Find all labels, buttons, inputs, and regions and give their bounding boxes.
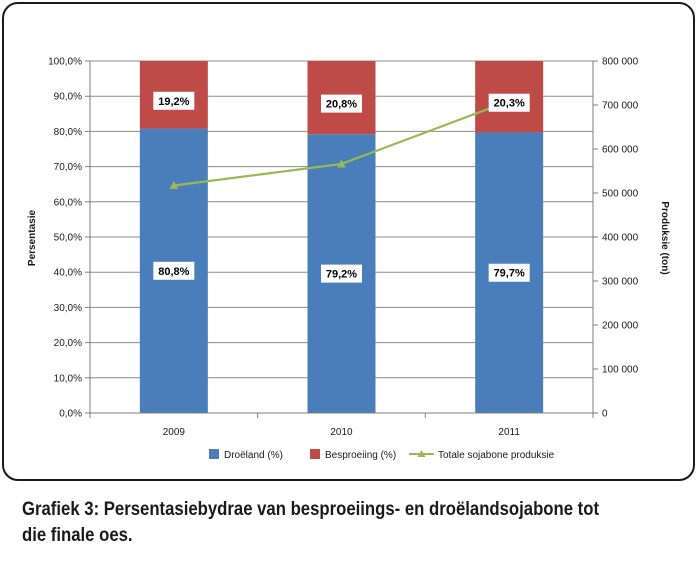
data-label-droeland-text: 79,2% bbox=[326, 269, 357, 281]
y-tick-label: 10,0% bbox=[54, 373, 82, 384]
data-label-besproeiing-box bbox=[321, 94, 362, 113]
axes bbox=[85, 60, 598, 418]
data-label-besproeiing-box bbox=[153, 91, 195, 110]
y2-tick-label: 500 000 bbox=[602, 189, 639, 200]
y2-tick-label: 200 000 bbox=[602, 321, 639, 332]
legend: Droëland (%) Besproeiing (%) Totale soja… bbox=[209, 449, 555, 461]
production-marker bbox=[337, 159, 346, 168]
x-tick-label: 2009 bbox=[163, 427, 186, 438]
data-label-besproeiing: 19,2% bbox=[153, 91, 195, 110]
data-label-droeland-box bbox=[321, 264, 362, 283]
y-tick-label: 40,0% bbox=[54, 268, 82, 279]
y2-tick-label: 100 000 bbox=[602, 365, 639, 376]
y2-tick-label: 800 000 bbox=[602, 57, 639, 68]
legend-label-besproeiing: Besproeiing (%) bbox=[325, 450, 396, 461]
bar-labels: 80,8% 19,2% 79,2% 20,8% 79,7% 20,3% bbox=[153, 91, 530, 283]
tick-labels: 0,0% 10,0% 20,0% 30,0% 40,0% 50,0% 60,0% 70,0% 8… bbox=[48, 57, 639, 439]
y-tick-label: 80,0% bbox=[54, 127, 82, 138]
y-tick-label: 30,0% bbox=[54, 303, 82, 314]
y2-axis-title: Produksie (ton) bbox=[659, 201, 670, 274]
y2-tick-label: 0 bbox=[602, 409, 608, 420]
x-tick-label: 2011 bbox=[498, 427, 520, 438]
y2-tick-label: 400 000 bbox=[602, 233, 639, 244]
y2-tick-label: 300 000 bbox=[602, 277, 639, 288]
y-tick-label: 50,0% bbox=[54, 233, 82, 244]
legend-label-droeland: Droëland (%) bbox=[224, 450, 283, 461]
y-tick-label: 0,0% bbox=[59, 409, 82, 420]
legend-swatch-production-marker bbox=[417, 450, 426, 457]
bars bbox=[139, 61, 544, 414]
chart: 80,8% 19,2% 79,2% 20,8% 79,7% 20,3% 0,0% 10,0%… bbox=[27, 57, 670, 462]
y-tick-label: 90,0% bbox=[54, 92, 82, 103]
y-tick-label: 20,0% bbox=[54, 338, 82, 349]
data-label-droeland: 80,8% bbox=[153, 261, 195, 280]
data-label-droeland-box bbox=[153, 261, 195, 280]
figure-caption: Grafiek 3: Persentasiebydrae van besproe… bbox=[22, 499, 600, 546]
data-label-besproeiing-box bbox=[488, 93, 530, 112]
data-label-droeland-box bbox=[488, 263, 530, 282]
data-label-besproeiing-text: 19,2% bbox=[158, 96, 189, 108]
data-label-besproeiing: 20,3% bbox=[488, 93, 530, 112]
y-tick-label: 70,0% bbox=[54, 162, 82, 173]
y-tick-label: 100,0% bbox=[48, 57, 82, 68]
y2-tick-label: 700 000 bbox=[602, 101, 639, 112]
legend-swatch-besproeiing bbox=[310, 449, 320, 459]
x-tick-label: 2010 bbox=[330, 427, 353, 438]
y2-tick-label: 600 000 bbox=[602, 145, 639, 156]
data-label-besproeiing: 20,8% bbox=[321, 94, 362, 113]
data-label-besproeiing-text: 20,8% bbox=[326, 99, 357, 111]
legend-label-production: Totale sojabone produksie bbox=[438, 450, 555, 461]
legend-swatch-droeland bbox=[209, 449, 219, 459]
data-label-droeland: 79,7% bbox=[488, 263, 530, 282]
production-marker bbox=[169, 181, 179, 190]
data-label-droeland-text: 79,7% bbox=[494, 268, 525, 280]
data-label-droeland-text: 80,8% bbox=[158, 266, 189, 278]
data-label-besproeiing-text: 20,3% bbox=[494, 98, 525, 110]
chart-frame: 80,8% 19,2% 79,2% 20,8% 79,7% 20,3% 0,0% 10,0%… bbox=[2, 2, 695, 481]
data-label-droeland: 79,2% bbox=[321, 264, 362, 283]
y-tick-label: 60,0% bbox=[54, 197, 82, 208]
y-axis-title: Persentasie bbox=[27, 209, 38, 266]
